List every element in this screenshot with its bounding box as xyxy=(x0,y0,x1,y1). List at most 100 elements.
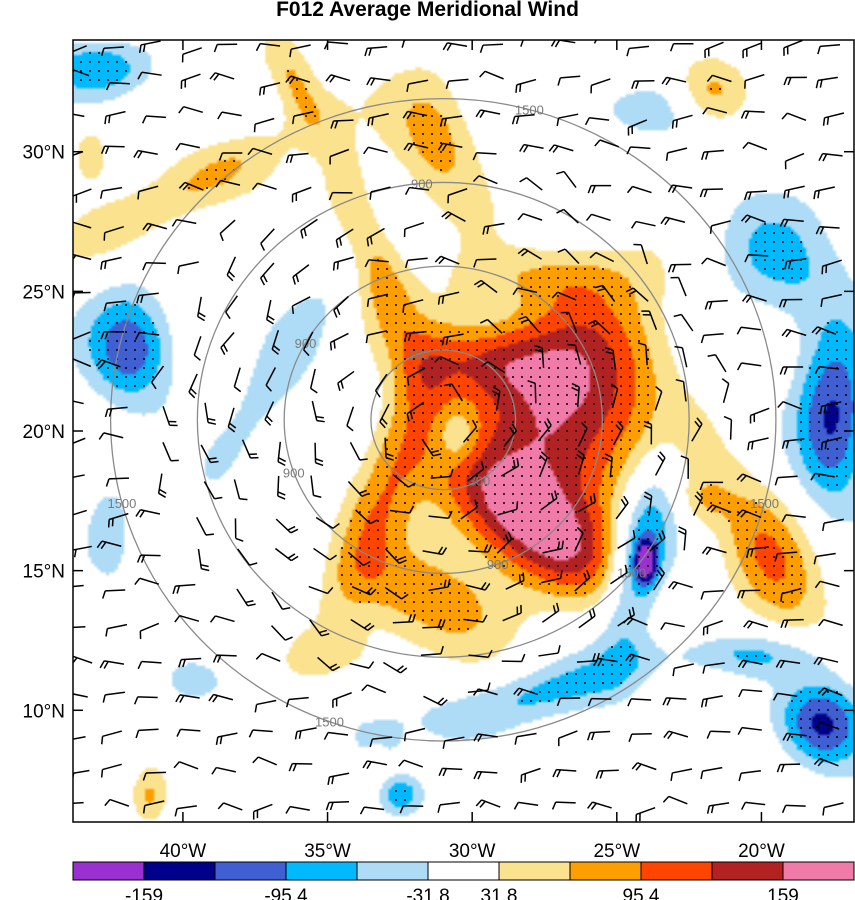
stipple-dot xyxy=(116,349,118,351)
stipple-dot xyxy=(620,277,622,279)
wind-barb xyxy=(437,801,460,813)
colorbar-swatch xyxy=(285,861,358,881)
stipple-dot xyxy=(143,367,145,369)
wind-barb xyxy=(538,645,561,657)
wind-barb xyxy=(627,698,652,707)
stipple-dot xyxy=(512,349,514,351)
stipple-dot xyxy=(404,547,406,549)
stipple-dot xyxy=(476,430,478,432)
stipple-dot xyxy=(836,331,838,333)
wind-barb xyxy=(512,287,538,296)
wind-barb xyxy=(667,184,693,194)
wind-barb xyxy=(556,697,581,707)
stipple-dot xyxy=(836,484,838,486)
stipple-dot xyxy=(395,583,397,585)
stipple-dot xyxy=(125,376,127,378)
wind-barb xyxy=(517,248,542,260)
stipple-dot xyxy=(377,313,379,315)
stipple-dot xyxy=(521,358,523,360)
stipple-dot xyxy=(629,394,631,396)
stipple-dot xyxy=(485,448,487,450)
wind-barb xyxy=(355,509,378,525)
stipple-dot xyxy=(503,421,505,423)
wind-barb xyxy=(271,330,281,355)
stipple-dot xyxy=(404,412,406,414)
wind-barb xyxy=(420,645,444,656)
stipple-dot xyxy=(395,799,397,801)
stipple-dot xyxy=(125,313,127,315)
stipple-dot xyxy=(836,430,838,432)
stipple-dot xyxy=(800,718,802,720)
stipple-dot xyxy=(377,466,379,468)
stipple-dot xyxy=(305,106,307,108)
stipple-dot xyxy=(737,538,739,540)
wind-barb xyxy=(265,299,275,325)
stipple-dot xyxy=(80,61,82,63)
stipple-dot xyxy=(134,367,136,369)
wind-barb xyxy=(347,481,370,497)
stipple-dot xyxy=(782,556,784,558)
stipple-dot xyxy=(476,331,478,333)
stipple-dot xyxy=(449,610,451,612)
wind-barb xyxy=(817,687,843,697)
wind-barb xyxy=(277,441,287,467)
stipple-dot xyxy=(548,448,550,450)
stipple-dot xyxy=(521,529,523,531)
wind-barb xyxy=(73,331,91,340)
wind-barb xyxy=(403,221,425,238)
wind-barb xyxy=(539,451,549,477)
stipple-dot xyxy=(638,421,640,423)
wind-barb xyxy=(700,766,723,780)
wind-barb xyxy=(594,139,620,148)
stipple-dot xyxy=(791,718,793,720)
stipple-dot xyxy=(539,268,541,270)
wind-barb xyxy=(260,228,275,251)
stipple-dot xyxy=(557,466,559,468)
stipple-dot xyxy=(485,529,487,531)
stipple-dot xyxy=(404,583,406,585)
stipple-dot xyxy=(620,457,622,459)
stipple-dot xyxy=(485,511,487,513)
wind-barb xyxy=(181,47,202,63)
stipple-dot xyxy=(485,412,487,414)
wind-barb xyxy=(574,526,584,552)
wind-barb xyxy=(292,264,310,285)
stipple-dot xyxy=(548,331,550,333)
stipple-dot xyxy=(116,79,118,81)
stipple-dot xyxy=(512,385,514,387)
wind-barb xyxy=(215,732,238,746)
wind-barb xyxy=(275,518,299,534)
stipple-dot xyxy=(143,376,145,378)
stipple-dot xyxy=(395,502,397,504)
wind-barb xyxy=(514,732,537,745)
stipple-dot xyxy=(593,673,595,675)
wind-barb xyxy=(482,222,505,235)
stipple-dot xyxy=(287,70,289,72)
stipple-dot xyxy=(404,313,406,315)
stipple-dot xyxy=(458,457,460,459)
wind-barb xyxy=(702,620,723,636)
stipple-dot xyxy=(593,394,595,396)
stipple-dot xyxy=(413,106,415,108)
wind-barb xyxy=(103,300,127,312)
stipple-dot xyxy=(80,70,82,72)
stipple-dot xyxy=(548,394,550,396)
wind-barb xyxy=(558,730,578,747)
stipple-dot xyxy=(620,322,622,324)
wind-barb xyxy=(630,220,656,229)
stipple-dot xyxy=(467,601,469,603)
wind-barb xyxy=(100,46,124,57)
stipple-dot xyxy=(404,538,406,540)
stipple-dot xyxy=(575,673,577,675)
wind-barb xyxy=(628,732,652,742)
stipple-dot xyxy=(386,520,388,522)
stipple-dot xyxy=(773,277,775,279)
stipple-dot xyxy=(557,484,559,486)
wind-barb xyxy=(200,444,219,464)
stipple-dot xyxy=(413,493,415,495)
stipple-dot xyxy=(386,529,388,531)
stipple-dot xyxy=(476,349,478,351)
wind-barb xyxy=(513,687,539,697)
stipple-dot xyxy=(629,349,631,351)
stipple-dot xyxy=(431,142,433,144)
